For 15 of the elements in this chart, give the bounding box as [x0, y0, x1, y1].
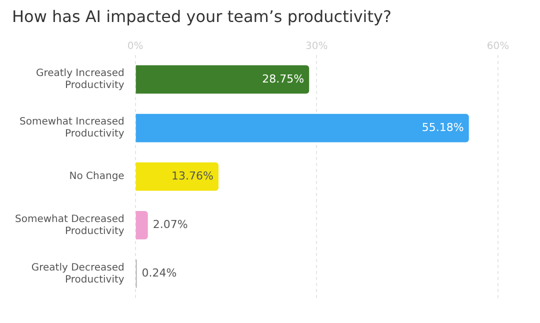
data-label: 55.18%	[422, 120, 464, 134]
chart-title: How has AI impacted your team’s productivity?	[12, 6, 392, 26]
y-tick-label: Somewhat Decreased Productivity	[14, 214, 124, 237]
bar	[136, 65, 310, 94]
y-tick-label: Greatly Increased Productivity	[36, 68, 124, 92]
data-label: 0.24%	[142, 266, 177, 280]
y-tick-label: Greatly Decreased Productivity	[31, 262, 124, 286]
data-label: 13.76%	[172, 169, 214, 182]
bar	[136, 210, 148, 240]
bar	[136, 162, 219, 191]
bar	[136, 114, 469, 142]
data-label: 2.07%	[152, 218, 188, 232]
y-tick-label: No Change	[69, 171, 124, 182]
y-tick-label: Somewhat Increased Productivity	[20, 116, 124, 140]
data-label: 28.75%	[262, 72, 304, 86]
